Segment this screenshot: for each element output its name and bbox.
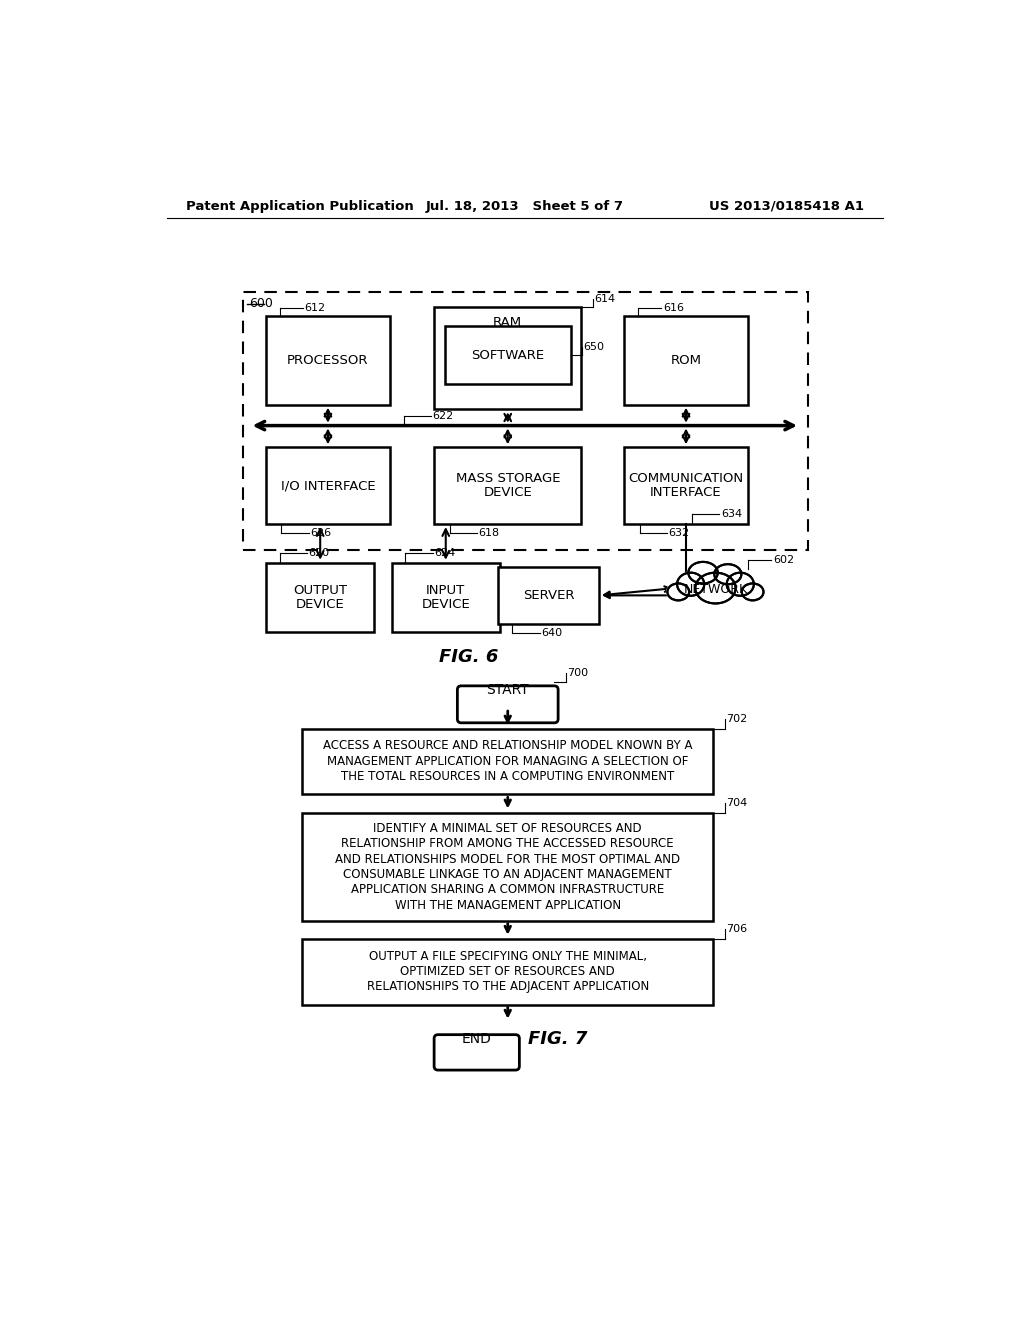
Ellipse shape	[677, 573, 705, 595]
Text: 620: 620	[308, 548, 330, 558]
Text: ACCESS A RESOURCE AND RELATIONSHIP MODEL KNOWN BY A: ACCESS A RESOURCE AND RELATIONSHIP MODEL…	[323, 739, 692, 752]
Text: AND RELATIONSHIPS MODEL FOR THE MOST OPTIMAL AND: AND RELATIONSHIPS MODEL FOR THE MOST OPT…	[335, 853, 680, 866]
Text: MASS STORAGE: MASS STORAGE	[456, 473, 560, 486]
Text: 614: 614	[595, 293, 615, 304]
Ellipse shape	[741, 583, 764, 601]
Ellipse shape	[727, 573, 754, 595]
Text: DEVICE: DEVICE	[421, 598, 470, 611]
Text: Jul. 18, 2013   Sheet 5 of 7: Jul. 18, 2013 Sheet 5 of 7	[426, 199, 624, 213]
Text: DEVICE: DEVICE	[483, 486, 532, 499]
Text: INTERFACE: INTERFACE	[650, 486, 722, 499]
Text: RELATIONSHIP FROM AMONG THE ACCESSED RESOURCE: RELATIONSHIP FROM AMONG THE ACCESSED RES…	[341, 837, 674, 850]
Text: 640: 640	[541, 628, 562, 639]
Text: OUTPUT A FILE SPECIFYING ONLY THE MINIMAL,: OUTPUT A FILE SPECIFYING ONLY THE MINIMA…	[369, 949, 647, 962]
Bar	[434, 308, 582, 409]
Bar	[266, 317, 390, 405]
Text: 626: 626	[310, 528, 331, 539]
Text: Patent Application Publication: Patent Application Publication	[186, 199, 414, 213]
Text: DEVICE: DEVICE	[296, 598, 344, 611]
Bar	[266, 562, 375, 632]
Text: THE TOTAL RESOURCES IN A COMPUTING ENVIRONMENT: THE TOTAL RESOURCES IN A COMPUTING ENVIR…	[341, 770, 675, 783]
Text: PROCESSOR: PROCESSOR	[287, 354, 369, 367]
Text: CONSUMABLE LINKAGE TO AN ADJACENT MANAGEMENT: CONSUMABLE LINKAGE TO AN ADJACENT MANAGE…	[343, 869, 672, 880]
Text: INPUT: INPUT	[426, 583, 465, 597]
FancyBboxPatch shape	[434, 1035, 519, 1071]
Bar	[434, 447, 582, 524]
Text: 700: 700	[567, 668, 589, 677]
Text: WITH THE MANAGEMENT APPLICATION: WITH THE MANAGEMENT APPLICATION	[394, 899, 621, 912]
Ellipse shape	[668, 583, 689, 601]
Text: START: START	[486, 682, 529, 697]
Ellipse shape	[715, 564, 741, 585]
Bar	[624, 447, 748, 524]
Text: APPLICATION SHARING A COMMON INFRASTRUCTURE: APPLICATION SHARING A COMMON INFRASTRUCT…	[351, 883, 665, 896]
Text: SERVER: SERVER	[523, 589, 574, 602]
Text: SOFTWARE: SOFTWARE	[471, 348, 545, 362]
Text: I/O INTERFACE: I/O INTERFACE	[281, 479, 375, 492]
Ellipse shape	[695, 573, 735, 603]
Text: 600: 600	[249, 297, 272, 310]
Bar	[624, 317, 748, 405]
Ellipse shape	[688, 562, 718, 583]
Text: 704: 704	[726, 797, 748, 808]
Text: COMMUNICATION: COMMUNICATION	[629, 473, 743, 486]
Text: OPTIMIZED SET OF RESOURCES AND: OPTIMIZED SET OF RESOURCES AND	[400, 965, 615, 978]
Text: RAM: RAM	[494, 315, 522, 329]
Text: 650: 650	[584, 342, 605, 351]
Text: OUTPUT: OUTPUT	[293, 583, 347, 597]
Text: 632: 632	[669, 528, 689, 539]
Bar	[302, 940, 713, 1005]
Text: 622: 622	[432, 412, 454, 421]
Text: 612: 612	[305, 302, 326, 313]
Text: END: END	[462, 1031, 492, 1045]
Text: IDENTIFY A MINIMAL SET OF RESOURCES AND: IDENTIFY A MINIMAL SET OF RESOURCES AND	[374, 822, 642, 834]
Text: FIG. 7: FIG. 7	[528, 1030, 588, 1048]
Bar	[243, 292, 809, 549]
Bar	[266, 447, 390, 524]
Text: 702: 702	[726, 714, 748, 723]
Bar	[302, 813, 713, 921]
Bar	[499, 566, 599, 624]
Text: US 2013/0185418 A1: US 2013/0185418 A1	[710, 199, 864, 213]
FancyBboxPatch shape	[458, 686, 558, 723]
Bar	[302, 729, 713, 795]
Text: 624: 624	[434, 548, 456, 558]
Text: NETWORK: NETWORK	[683, 583, 748, 597]
Text: MANAGEMENT APPLICATION FOR MANAGING A SELECTION OF: MANAGEMENT APPLICATION FOR MANAGING A SE…	[327, 755, 688, 768]
Text: 618: 618	[478, 528, 500, 539]
Text: RELATIONSHIPS TO THE ADJACENT APPLICATION: RELATIONSHIPS TO THE ADJACENT APPLICATIO…	[367, 981, 649, 994]
Text: 634: 634	[721, 510, 742, 519]
Text: FIG. 6: FIG. 6	[439, 648, 499, 665]
Text: 706: 706	[726, 924, 748, 935]
Bar	[391, 562, 500, 632]
Text: ROM: ROM	[671, 354, 701, 367]
Bar	[445, 326, 570, 384]
Text: 602: 602	[773, 554, 794, 565]
Text: 616: 616	[663, 302, 684, 313]
Ellipse shape	[679, 566, 753, 610]
